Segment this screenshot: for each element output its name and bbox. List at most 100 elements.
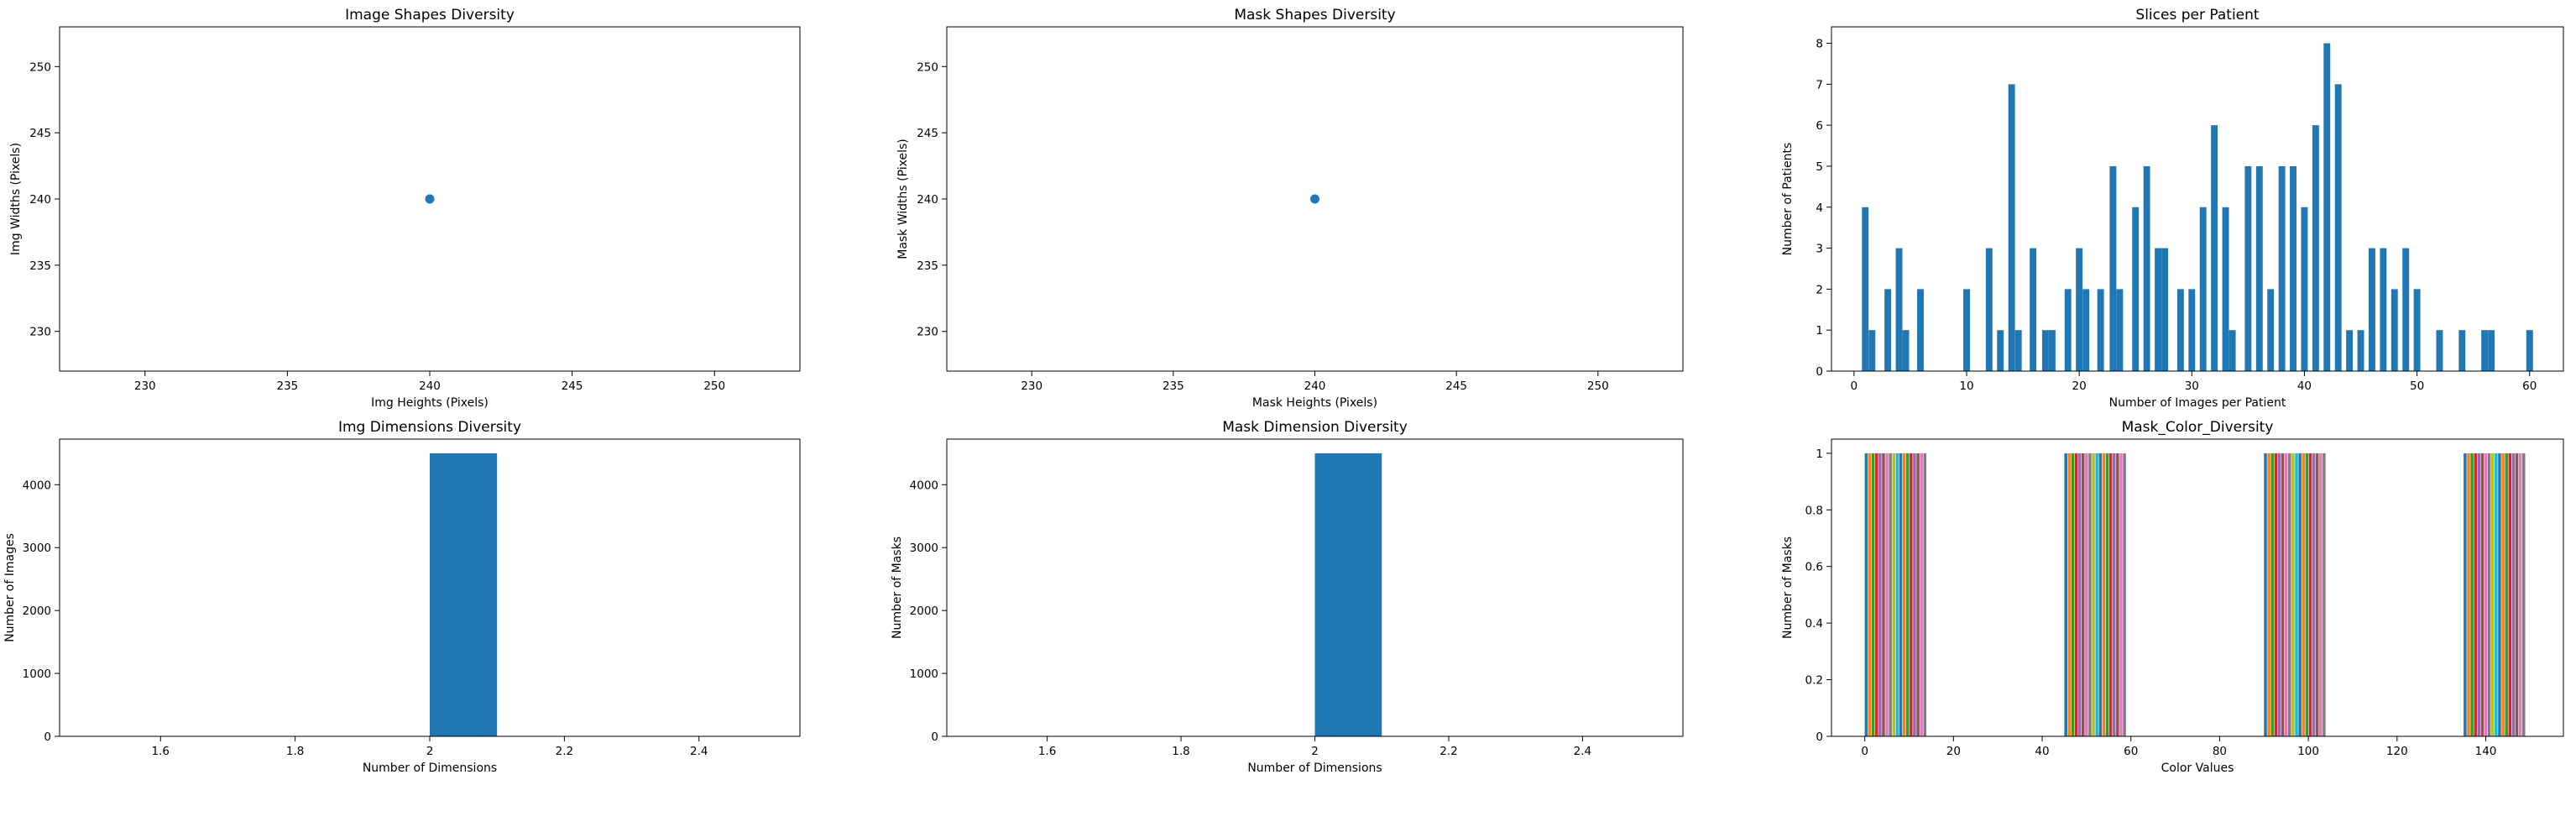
- bar: [1917, 289, 1924, 371]
- bar: [2312, 453, 2316, 736]
- x-tick-label: 250: [1587, 379, 1609, 393]
- bar: [2323, 453, 2326, 736]
- chart-4: 1.6 1.8 2 2.2 2.4 0 1000 2000 3000 4000 Img Dimens…: [3, 419, 801, 775]
- x-tick-label: 2.4: [690, 745, 708, 758]
- y-tick-label: 230: [917, 326, 938, 339]
- bar: [2402, 248, 2410, 371]
- x-axis-label: Number of Dimensions: [1247, 762, 1382, 775]
- x-tick-label: 245: [562, 379, 583, 393]
- bar: [2116, 289, 2124, 371]
- bar: [2030, 248, 2037, 371]
- plot-area: [1310, 194, 1319, 204]
- bar: [2109, 165, 2117, 371]
- y-tick-label: 235: [917, 259, 938, 273]
- bar: [2041, 330, 2049, 371]
- y-tick-label: 0.8: [1805, 504, 1823, 517]
- bar: [2082, 289, 2090, 371]
- x-tick-label: 235: [276, 379, 298, 393]
- y-tick-label: 250: [29, 60, 51, 74]
- bar: [2095, 453, 2098, 736]
- y-tick-label: 0: [44, 730, 51, 744]
- bar: [2116, 453, 2119, 736]
- y-tick-label: 240: [29, 193, 51, 207]
- bar: [2312, 125, 2319, 371]
- bar: [2505, 453, 2508, 736]
- chart-5: 1.6 1.8 2 2.2 2.4 0 1000 2000 3000 4000 Mask Dimen…: [891, 419, 1684, 775]
- bar: [2474, 453, 2477, 736]
- bar: [1920, 453, 1923, 736]
- bar: [1885, 453, 1889, 736]
- y-tick-label: 4: [1816, 202, 1823, 215]
- y-axis-label: Img Widths (Pixels): [9, 143, 23, 255]
- y-axis-label: Number of Images: [3, 533, 17, 642]
- bar: [2495, 453, 2498, 736]
- chart-title: Mask Shapes Diversity: [1234, 7, 1395, 24]
- bar: [2176, 289, 2184, 371]
- bar: [2464, 453, 2467, 736]
- x-tick-label: 0: [1861, 745, 1868, 758]
- x-tick-label: 2: [1311, 745, 1319, 758]
- bar: [2281, 453, 2285, 736]
- bar: [2113, 453, 2116, 736]
- bar: [2490, 453, 2495, 736]
- y-tick-label: 0: [1816, 730, 1823, 744]
- x-tick-label: 250: [703, 379, 725, 393]
- y-tick-label: 1: [1816, 324, 1823, 338]
- y-tick-label: 2: [1816, 283, 1823, 296]
- bar: [2071, 453, 2075, 736]
- y-axis-label: Number of Masks: [891, 537, 904, 639]
- bar: [2267, 453, 2270, 736]
- scatter-point: [425, 194, 435, 204]
- axes-frame: [1831, 26, 2564, 372]
- y-tick-label: 2000: [23, 605, 51, 618]
- bar: [2155, 248, 2162, 371]
- scatter-point: [1310, 194, 1319, 204]
- bar: [2501, 453, 2505, 736]
- bar: [2436, 330, 2443, 371]
- x-tick-label: 10: [1959, 379, 1973, 393]
- x-tick-label: 1.6: [1038, 745, 1056, 758]
- bar: [2526, 330, 2533, 371]
- bar: [2074, 453, 2078, 736]
- bar: [2102, 453, 2106, 736]
- y-tick-label: 0.2: [1805, 674, 1823, 688]
- bar: [2290, 165, 2296, 371]
- bar: [1910, 453, 1913, 736]
- bar: [2346, 330, 2354, 371]
- bar: [2278, 165, 2286, 371]
- y-tick-label: 245: [29, 127, 51, 140]
- bar: [2143, 165, 2150, 371]
- bar: [2161, 248, 2169, 371]
- bar: [2484, 453, 2488, 736]
- y-axis-label: Mask Widths (Pixels): [896, 139, 910, 259]
- x-tick-label: 60: [2124, 745, 2138, 758]
- chart-title: Mask_Color_Diversity: [2122, 419, 2274, 436]
- bar: [2097, 289, 2104, 371]
- bar: [2199, 207, 2207, 371]
- plot-area: [1864, 453, 2526, 736]
- x-tick-label: 80: [2213, 745, 2227, 758]
- bar: [1871, 453, 1875, 736]
- x-tick-label: 60: [2522, 379, 2537, 393]
- bar: [2244, 165, 2252, 371]
- bar: [2357, 330, 2364, 371]
- y-tick-label: 240: [917, 193, 938, 207]
- y-tick-label: 7: [1816, 78, 1823, 92]
- chart-2: 230 235 240 245 250 230 235 240 245 250 Mask Shape…: [896, 7, 1684, 410]
- chart-6: 0 20 40 60 80 100 120 140 0 0.2 0.4 0.6 0.8 1 Mask_Col…: [1781, 419, 2564, 775]
- y-tick-label: 0: [1816, 365, 1823, 379]
- bar: [2480, 453, 2485, 736]
- bar: [2508, 453, 2512, 736]
- plot-area: [1862, 43, 2533, 371]
- bar: [2211, 125, 2218, 371]
- bar: [2298, 453, 2302, 736]
- x-tick-label: 100: [2297, 745, 2319, 758]
- y-tick-label: 1000: [23, 667, 51, 681]
- chart-title: Mask Dimension Diversity: [1222, 419, 1408, 436]
- x-tick-label: 1.6: [152, 745, 170, 758]
- y-tick-label: 3: [1816, 243, 1823, 256]
- bar: [2222, 207, 2229, 371]
- y-tick-label: 250: [917, 60, 938, 74]
- x-tick-label: 0: [1851, 379, 1858, 393]
- chart-title: Slices per Patient: [2135, 7, 2259, 24]
